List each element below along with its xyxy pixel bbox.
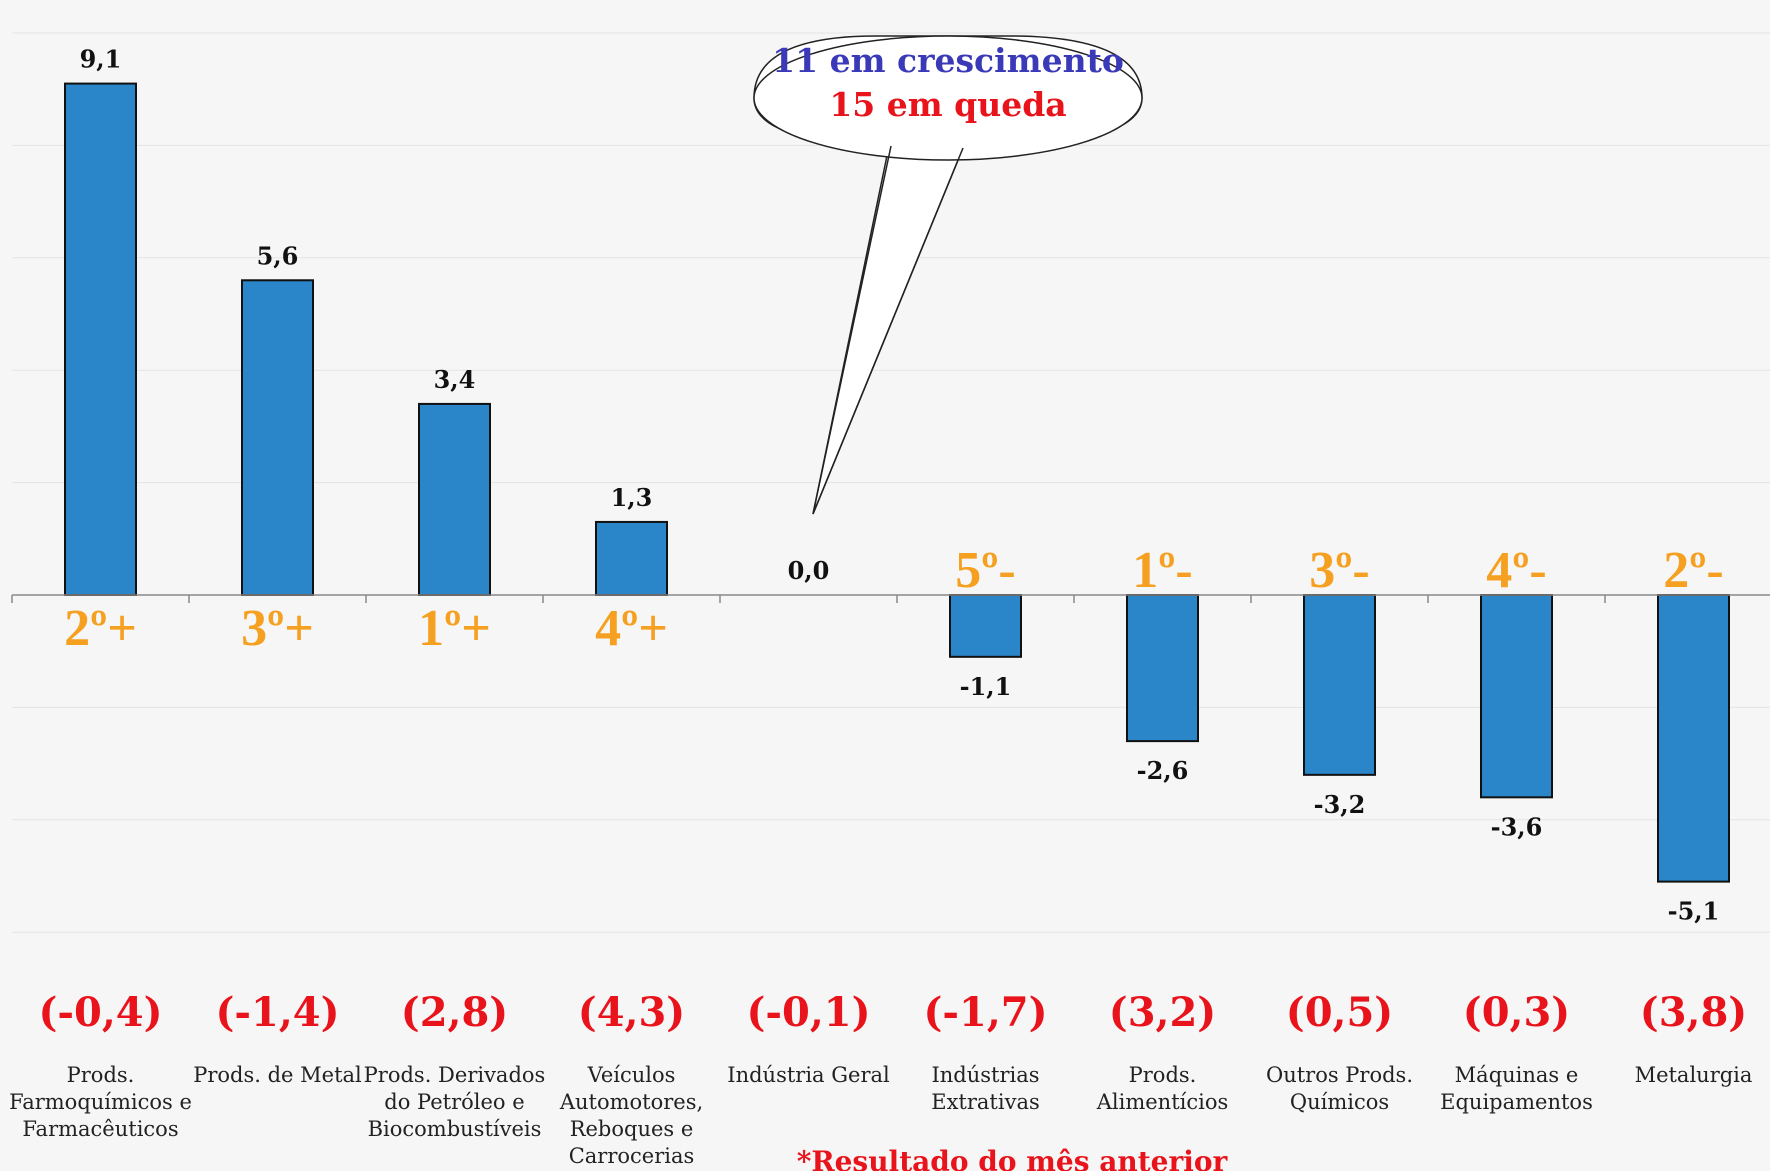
category-label: Biocombustíveis <box>368 1117 542 1141</box>
value-label: -3,6 <box>1491 812 1543 841</box>
rank-labels: 2º+ 3º+ 1º+ 4º+ 5º- 1º- 3º- 4º- 2º- <box>64 542 1724 657</box>
x-axis <box>11 594 1770 603</box>
bar <box>1480 594 1553 799</box>
value-label: 9,1 <box>80 45 122 74</box>
callout-ellipse <box>753 35 1143 161</box>
previous-month-label: (0,3) <box>1463 989 1570 1036</box>
category-label: Equipamentos <box>1440 1090 1593 1114</box>
category-label: Metalurgia <box>1635 1063 1753 1087</box>
footnote: *Resultado do mês anterior <box>797 1145 1229 1171</box>
value-label: -3,2 <box>1314 790 1366 819</box>
callout-bubble: 11 em crescimento 15 em queda <box>753 35 1143 515</box>
category-label: Máquinas e <box>1455 1063 1579 1087</box>
category-label: Indústrias <box>931 1063 1039 1087</box>
previous-month-label: (3,2) <box>1109 989 1216 1036</box>
value-label: 3,4 <box>434 365 476 394</box>
category-label: Químicos <box>1290 1090 1389 1114</box>
rank-label: 2º+ <box>64 600 137 657</box>
category-label: Alimentícios <box>1096 1090 1229 1114</box>
rank-label: 4º+ <box>595 600 668 657</box>
value-labels: 9,1 5,6 3,4 1,3 0,0 -1,1 -2,6 -3,2 -3,6 -5,1 <box>80 45 1720 926</box>
previous-month-label: (-0,1) <box>746 989 870 1036</box>
previous-month-label: (-1,4) <box>215 989 339 1036</box>
rank-label: 2º- <box>1663 542 1723 599</box>
previous-month-label: (0,5) <box>1286 989 1393 1036</box>
previous-month-labels: (-0,4) (-1,4) (2,8) (4,3) (-0,1) (-1,7) (3,2) (… <box>38 989 1747 1036</box>
bar <box>1657 594 1730 883</box>
callout-line2: 15 em queda <box>829 85 1066 124</box>
value-label: 5,6 <box>257 241 299 270</box>
category-label: Indústria Geral <box>727 1063 890 1087</box>
rank-label: 3º+ <box>241 600 314 657</box>
value-label: 1,3 <box>611 483 653 512</box>
previous-month-label: (3,8) <box>1640 989 1747 1036</box>
value-label: 0,0 <box>788 556 830 585</box>
category-label: Veículos <box>587 1063 676 1087</box>
category-label: Farmoquímicos e <box>9 1090 192 1114</box>
category-label: do Petróleo e <box>384 1090 524 1114</box>
rank-label: 5º- <box>955 542 1015 599</box>
category-label: Farmacêuticos <box>22 1117 178 1141</box>
bar <box>64 82 137 597</box>
rank-label: 1º- <box>1132 542 1192 599</box>
category-label: Outros Prods. <box>1266 1063 1413 1087</box>
category-label: Prods. de Metal <box>193 1063 362 1087</box>
bar <box>949 594 1022 658</box>
previous-month-label: (-0,4) <box>38 989 162 1036</box>
category-label: Automotores, <box>559 1090 703 1114</box>
category-labels: Prods. Farmoquímicos e Farmacêuticos Prods.… <box>9 1063 1752 1168</box>
bar <box>418 402 491 597</box>
previous-month-label: (4,3) <box>578 989 685 1036</box>
bars <box>64 82 1730 883</box>
category-label: Prods. <box>67 1063 135 1087</box>
bar <box>595 520 668 596</box>
rank-label: 3º- <box>1309 542 1369 599</box>
category-label: Carrocerias <box>569 1144 695 1168</box>
callout-line1: 11 em crescimento <box>772 41 1124 80</box>
category-label: Reboques e <box>570 1117 694 1141</box>
previous-month-label: (-1,7) <box>923 989 1047 1036</box>
bar <box>241 279 314 596</box>
bar <box>1126 594 1199 743</box>
category-label: Prods. <box>1129 1063 1197 1087</box>
value-label: -1,1 <box>960 672 1012 701</box>
category-label: Extrativas <box>931 1090 1040 1114</box>
previous-month-label: (2,8) <box>401 989 508 1036</box>
category-label: Prods. Derivados <box>364 1063 546 1087</box>
value-label: -2,6 <box>1137 756 1189 785</box>
value-label: -5,1 <box>1668 897 1720 926</box>
rank-label: 1º+ <box>418 600 491 657</box>
bar <box>1303 594 1376 776</box>
rank-label: 4º- <box>1486 542 1546 599</box>
